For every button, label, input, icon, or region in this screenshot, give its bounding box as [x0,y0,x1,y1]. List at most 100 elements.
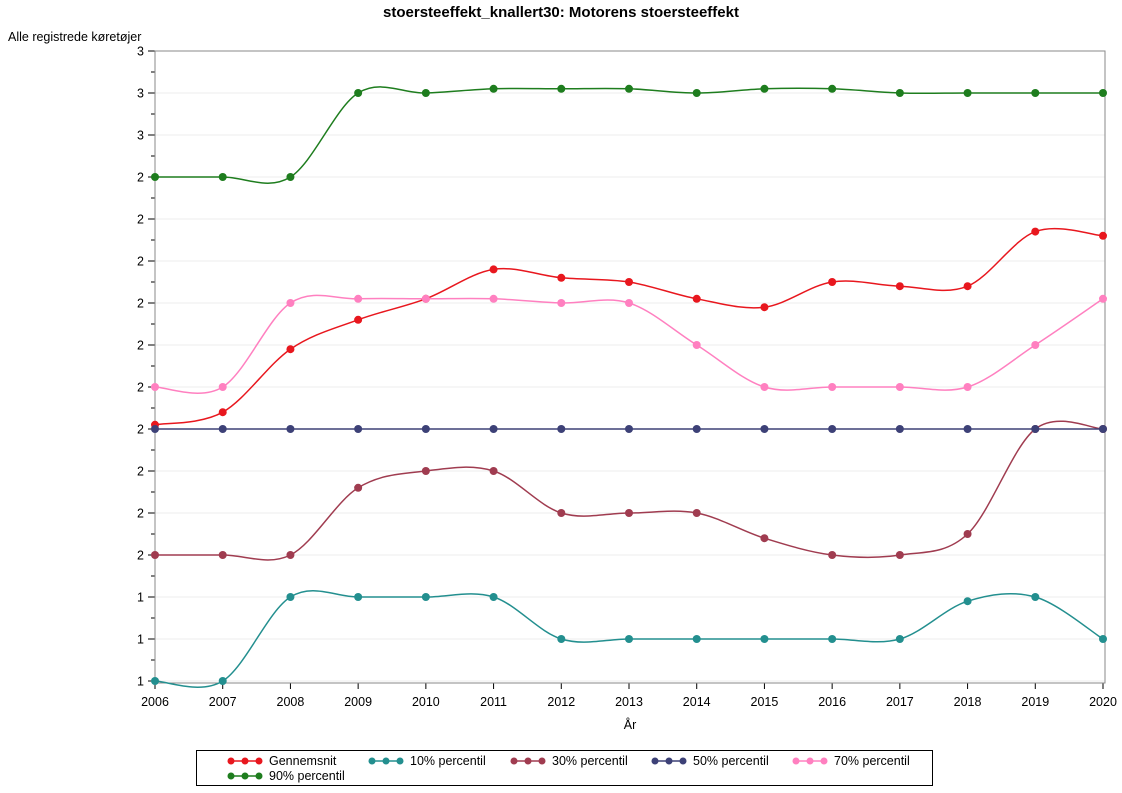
data-point [489,467,498,475]
data-point [625,278,633,286]
data-point [218,551,227,559]
legend-entry: 90% percentil [227,769,345,783]
data-point [286,173,295,181]
legend-swatch-dot [382,757,390,764]
data-point [895,282,904,291]
data-point [1031,425,1040,433]
y-tick-label: 2 [137,465,144,479]
y-tick-label: 2 [137,507,144,521]
data-point [963,425,972,433]
data-point [354,315,363,324]
y-tick-label: 2 [137,339,144,353]
legend-swatch-dot [368,757,376,764]
data-point [421,425,430,433]
y-tick-label: 2 [137,549,144,563]
legend-entry: 50% percentil [651,754,769,768]
data-point [963,383,972,391]
data-point [625,425,633,433]
data-point [489,425,498,433]
legend-label: 30% percentil [552,753,628,768]
data-point [895,551,904,559]
data-point [895,383,904,391]
data-point [218,425,227,433]
data-point [828,551,837,559]
legend-entry: Gennemsnit [227,754,336,768]
data-point [557,509,566,517]
data-point [151,383,159,391]
legend-label: 70% percentil [834,753,910,768]
x-tick-label: 2009 [344,695,372,709]
data-point [692,89,701,97]
x-tick-label: 2013 [615,695,643,709]
data-point [354,89,363,97]
data-point [489,84,498,93]
data-point [1099,294,1107,303]
data-point [218,677,227,685]
data-point [625,635,633,643]
legend-swatch [227,757,263,764]
x-tick-label: 2014 [683,695,711,709]
legend-swatch-dot [510,757,518,764]
data-point [692,294,701,303]
legend-swatch-dot [227,757,235,764]
data-point [1031,593,1040,601]
y-tick-label: 2 [137,381,144,395]
x-tick-label: 2007 [209,695,237,709]
legend-swatch-dot [665,757,673,764]
y-axis-title: Alle registrede køretøjer [8,30,142,44]
data-point [218,408,227,417]
data-point [895,89,904,97]
data-point [828,383,837,391]
data-point [963,89,972,97]
data-point [286,551,295,559]
y-tick-label: 2 [137,171,144,185]
legend-label: 10% percentil [410,753,486,768]
x-tick-label: 2020 [1089,695,1117,709]
data-point [692,341,701,349]
series-line-30-percentil [155,420,1104,561]
data-point [828,635,837,643]
data-point [557,425,566,433]
data-point [151,173,159,181]
data-point [354,593,363,601]
legend: Gennemsnit 10% percentil 30% percentil 50% … [196,750,933,786]
y-tick-label: 2 [137,297,144,311]
data-point [286,425,295,433]
legend-swatch-dot [241,757,249,764]
legend-entry: 10% percentil [368,753,486,768]
legend-swatch [227,772,263,779]
data-point [963,282,972,291]
legend-swatch-dot [255,757,263,764]
x-tick-label: 2019 [1021,695,1049,709]
legend-swatch-dot [396,757,404,764]
data-point [828,84,837,93]
legend-swatch-dot [227,772,235,779]
legend-swatch-dot [255,772,263,779]
data-point [151,551,159,559]
y-tick-label: 3 [137,87,144,101]
data-point [760,383,769,391]
x-tick-label: 2010 [412,695,440,709]
data-point [557,635,566,643]
data-point [760,635,769,643]
x-tick-label: 2015 [751,695,779,709]
data-point [286,345,295,354]
y-tick-label: 1 [137,675,144,689]
series-line-Gennemsnit [154,227,1104,426]
x-axis-title: År [623,718,637,732]
data-point [218,173,227,181]
y-tick-label: 3 [137,45,144,59]
x-tick-label: 2006 [141,695,169,709]
data-point [489,265,498,274]
y-tick-label: 2 [137,255,144,269]
data-point [1031,89,1040,97]
data-point [1031,341,1040,349]
data-point [421,294,430,303]
data-point [286,593,295,601]
data-point [692,509,701,517]
x-tick-label: 2018 [954,695,982,709]
data-point [354,483,363,492]
data-point [963,597,972,606]
data-point [895,635,904,643]
